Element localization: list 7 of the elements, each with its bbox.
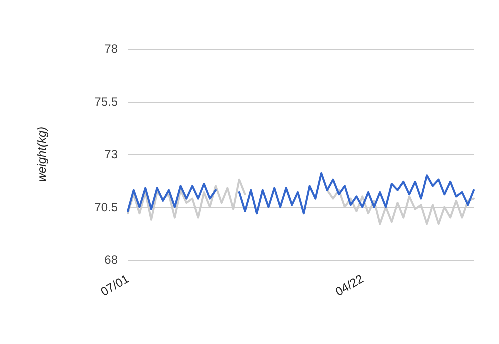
x-tick-label: 07/01 bbox=[98, 272, 132, 300]
y-tick-label: 73 bbox=[104, 148, 118, 162]
y-axis-title: weight(kg) bbox=[35, 126, 49, 182]
y-tick-label: 68 bbox=[104, 253, 118, 267]
y-tick-label: 70.5 bbox=[94, 200, 118, 214]
y-tick-label: 78 bbox=[104, 42, 118, 56]
y-tick-label: 75.5 bbox=[94, 94, 118, 109]
